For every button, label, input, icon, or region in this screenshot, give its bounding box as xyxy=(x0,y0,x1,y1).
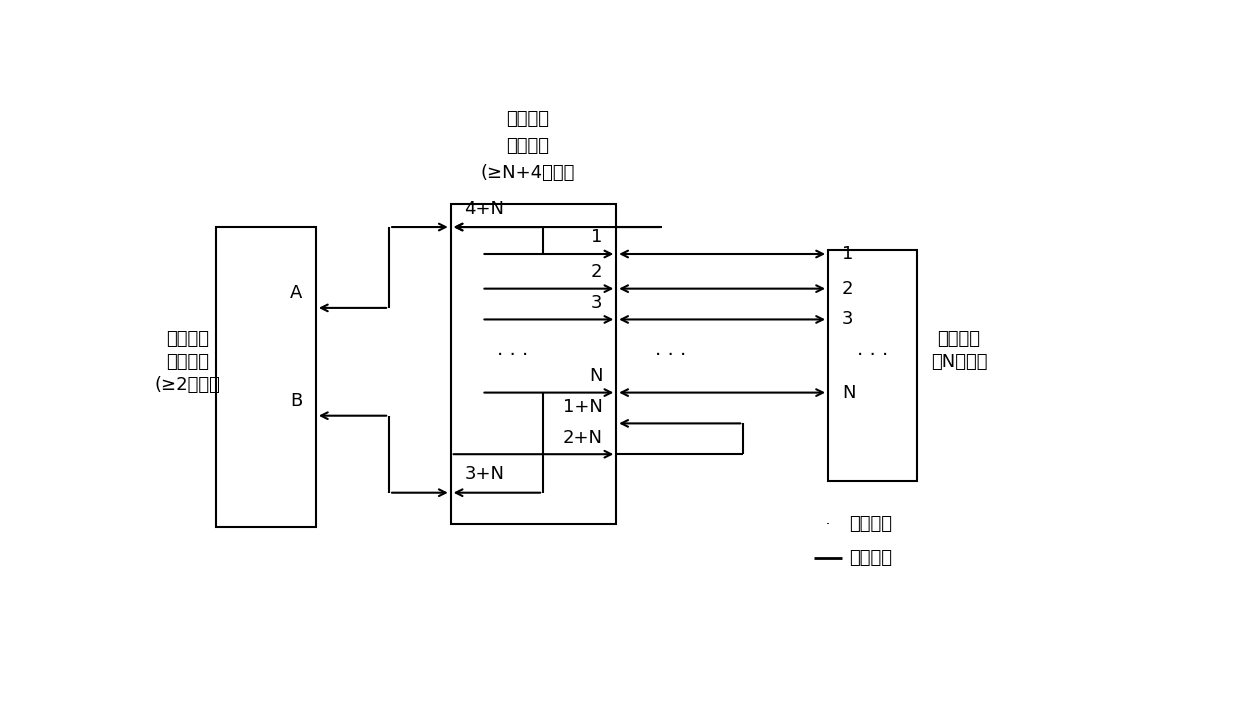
Text: B: B xyxy=(290,391,303,410)
Text: 3+N: 3+N xyxy=(465,465,505,484)
Bar xyxy=(216,227,316,527)
Text: N: N xyxy=(589,367,603,385)
Text: (≥N+4端口）: (≥N+4端口） xyxy=(481,164,575,182)
Text: 仿真模块: 仿真模块 xyxy=(166,352,208,371)
Text: 2: 2 xyxy=(591,263,603,281)
Text: 1: 1 xyxy=(591,228,603,246)
Text: · · ·: · · · xyxy=(497,346,528,365)
Text: 2+N: 2+N xyxy=(563,429,603,446)
Text: 构建模块: 构建模块 xyxy=(506,137,549,155)
Text: · · ·: · · · xyxy=(655,346,686,365)
Text: 网络通道: 网络通道 xyxy=(849,549,893,567)
Text: 1+N: 1+N xyxy=(563,398,603,416)
Text: (≥2端口）: (≥2端口） xyxy=(155,376,221,394)
Text: 3: 3 xyxy=(591,294,603,312)
Text: 4+N: 4+N xyxy=(465,200,505,218)
Text: 3: 3 xyxy=(842,310,853,329)
Text: · · ·: · · · xyxy=(857,346,888,365)
Text: 1: 1 xyxy=(842,245,853,263)
Text: 2: 2 xyxy=(842,280,853,298)
Text: （N端口）: （N端口） xyxy=(931,352,987,371)
Bar xyxy=(450,204,616,524)
Text: 被测产品: 被测产品 xyxy=(937,330,981,348)
Text: A: A xyxy=(290,283,303,302)
Text: 网络终端: 网络终端 xyxy=(166,330,208,348)
Text: N: N xyxy=(842,384,856,402)
Text: 网络端口: 网络端口 xyxy=(849,515,893,532)
Bar xyxy=(828,250,916,481)
Text: 网络通道: 网络通道 xyxy=(506,110,549,128)
